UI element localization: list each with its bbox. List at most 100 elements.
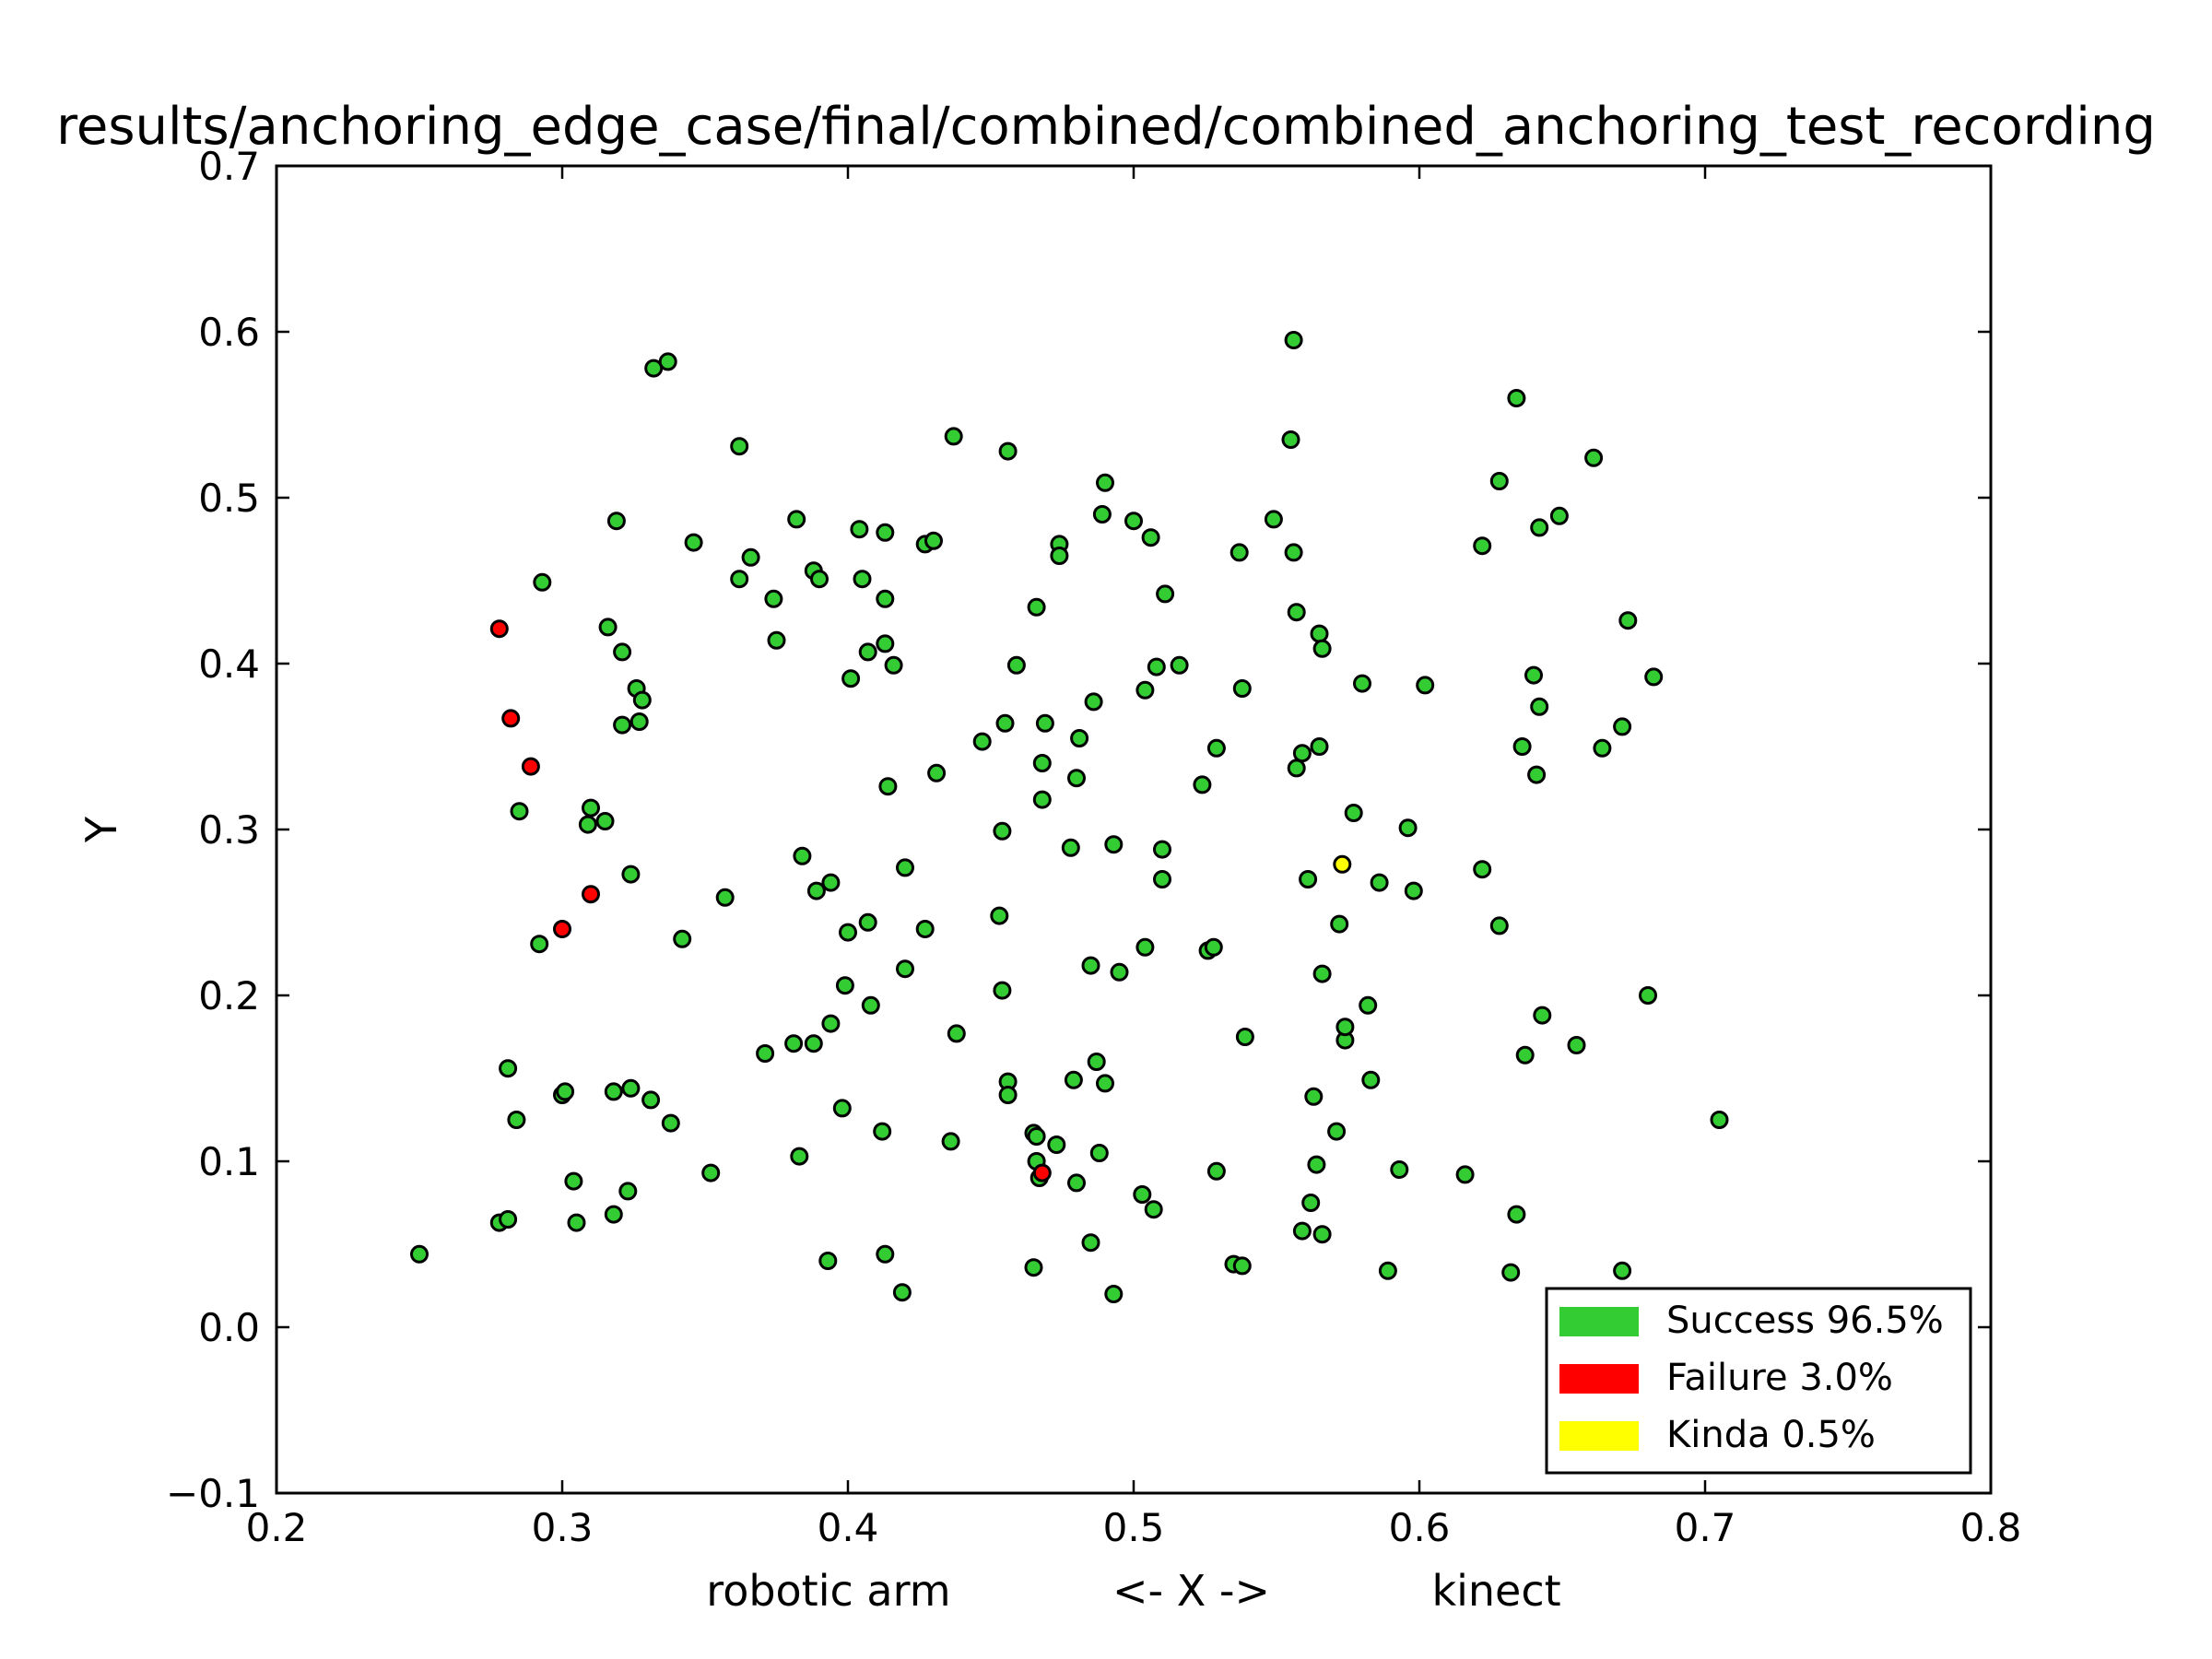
plot-area [275,164,1993,1495]
success-point [1067,769,1086,788]
success-point [673,929,692,948]
success-point [1390,1160,1409,1179]
success-point [787,510,806,529]
success-point [621,1078,641,1098]
success-point [1230,543,1249,562]
x-tick-label: 0.2 [246,1505,308,1550]
success-point [1081,956,1100,975]
success-point [641,1090,661,1110]
success-point [629,712,649,731]
success-point [1092,505,1112,524]
success-point [1027,1127,1046,1146]
success-point [1312,1225,1332,1244]
success-point [1378,1261,1397,1280]
success-point [1024,1258,1043,1277]
success-point [972,732,992,751]
success-point [1301,1194,1321,1212]
success-point [1312,639,1332,658]
success-point [1515,1045,1535,1065]
legend-label-failure: Failure 3.0% [1666,1357,1893,1399]
success-point [841,669,861,688]
success-point [1593,738,1612,758]
success-point [1584,448,1604,467]
success-point [595,812,615,830]
success-point [1304,1087,1324,1106]
y-tick-label: 0.0 [198,1305,260,1350]
x-tick-label: 0.5 [1103,1505,1165,1550]
success-point [839,923,857,942]
success-point [764,589,783,608]
success-point [715,888,735,907]
success-point [915,920,935,938]
success-point [990,906,1009,925]
success-point [1027,597,1046,617]
success-point [850,520,869,539]
y-tick-labels: −0.1 0.0 0.1 0.2 0.3 0.4 0.5 0.6 0.7 [166,144,260,1516]
success-point [1153,870,1171,888]
success-point [701,1163,721,1182]
success-point [1061,838,1080,857]
success-point [884,655,903,675]
success-point [1524,665,1543,685]
success-point [598,618,618,637]
success-point [793,846,812,865]
success-point [1292,1221,1312,1241]
success-point [1193,775,1212,794]
success-point [741,547,760,567]
x-tick-label: 0.6 [1389,1505,1451,1550]
success-point [1104,835,1124,854]
failure-point [501,709,521,728]
success-point [1639,986,1657,1005]
x-axis-label: robotic arm <- X -> kinect [706,1566,1560,1616]
x-tick-label: 0.8 [1960,1505,2022,1550]
y-tick-label: −0.1 [166,1471,260,1516]
success-point [993,981,1012,1000]
success-point [1361,1070,1381,1089]
success-point [835,976,854,995]
success-point [1235,1028,1254,1046]
success-point [1549,506,1569,525]
success-point [1473,536,1492,556]
success-point [1032,790,1052,809]
success-point [1398,818,1418,838]
success-point [858,912,877,932]
success-point [1153,840,1171,859]
success-point [896,858,914,877]
success-point [1206,738,1226,758]
success-point [832,1099,852,1118]
x-tick-label: 0.4 [818,1505,879,1550]
success-point [876,634,895,653]
success-point [1416,676,1435,695]
legend-swatch-kinda [1559,1421,1639,1451]
success-point [1327,1122,1347,1141]
success-point [858,642,877,662]
success-point [1533,1006,1552,1025]
success-point [1644,667,1664,687]
success-point [1047,1135,1066,1154]
success-point [927,763,947,782]
success-point [1084,692,1103,712]
x-tick-labels: 0.2 0.3 0.4 0.5 0.6 0.7 0.8 [246,1505,2022,1550]
success-point [1507,1205,1526,1224]
success-point [998,1086,1018,1104]
success-point [878,777,898,796]
success-point [613,642,632,662]
success-point [582,798,600,818]
success-point [1310,737,1329,756]
success-point [821,1014,841,1033]
success-point [941,1132,960,1151]
success-point [818,1252,838,1270]
legend-swatch-failure [1559,1364,1639,1394]
failure-point [521,757,540,776]
success-point [1135,680,1155,700]
success-point [1310,624,1329,643]
success-point [1404,881,1423,900]
success-point [1104,1285,1124,1303]
success-point [1204,937,1223,957]
success-point [556,1082,575,1101]
success-point [499,1210,518,1229]
success-point [1087,1053,1106,1071]
success-point [1370,873,1389,892]
success-point [1567,1036,1586,1054]
